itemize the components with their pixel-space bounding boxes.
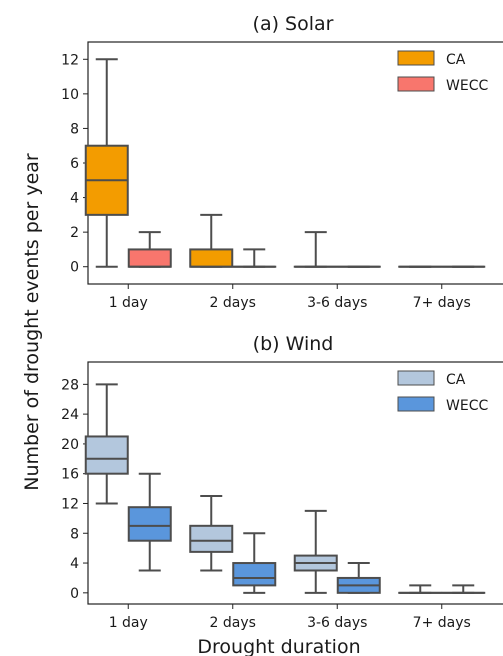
x-tick-label-2-days: 2 days xyxy=(210,295,256,311)
box-body xyxy=(127,506,172,542)
y-tick-label: 8 xyxy=(70,526,79,542)
shared-y-axis-label: Number of drought events per year xyxy=(21,153,43,491)
box-body xyxy=(127,248,172,268)
y-tick-label: 12 xyxy=(61,496,79,512)
box-wecc-2-days xyxy=(232,532,277,594)
box-ca-2-days xyxy=(189,495,234,572)
panel-solar: (a) Solar 0 2 4 6 8 10 12 1 day 2 days 3-6 days 7+ … xyxy=(61,13,503,311)
y-tick-label: 0 xyxy=(70,260,79,276)
box-body xyxy=(189,524,234,553)
x-tick-label-7-days: 7+ days xyxy=(413,295,471,311)
box-body xyxy=(189,248,234,268)
x-tick-label-1-day: 1 day xyxy=(109,615,148,631)
y-tick-label: 20 xyxy=(61,437,79,453)
box-wecc-3-6-days xyxy=(336,562,381,594)
y-tick-label: 6 xyxy=(70,156,79,172)
panel-title: (a) Solar xyxy=(253,13,334,35)
y-tick-label: 16 xyxy=(61,467,79,483)
y-tick-label: 8 xyxy=(70,121,79,137)
x-tick-label-1-day: 1 day xyxy=(109,295,148,311)
box-wecc-1-day xyxy=(127,231,172,268)
box-body xyxy=(232,562,277,587)
legend-label-ca: CA xyxy=(446,52,466,68)
x-tick-label-3-6-days: 3-6 days xyxy=(307,295,367,311)
y-tick-label: 24 xyxy=(61,407,79,423)
x-tick-label-7-days: 7+ days xyxy=(413,615,471,631)
legend-swatch-wecc xyxy=(397,396,435,412)
box-ca-1-day xyxy=(84,383,129,505)
legend-label-wecc: WECC xyxy=(446,78,488,94)
legend-label-ca: CA xyxy=(446,372,466,388)
box-ca-7-days xyxy=(398,584,443,594)
y-tick-label: 4 xyxy=(70,556,79,572)
legend-swatch-ca xyxy=(397,370,435,386)
y-tick-label: 12 xyxy=(61,52,79,68)
panel-wind: (b) Wind 0 4 8 12 16 20 24 28 1 day 2 days 3-6 days… xyxy=(61,333,503,656)
legend-swatch-ca xyxy=(397,50,435,66)
plot-frame xyxy=(87,361,503,605)
box-wecc-7-days xyxy=(441,584,486,594)
y-tick-label: 4 xyxy=(70,191,79,207)
x-tick-label-2-days: 2 days xyxy=(210,615,256,631)
legend-label-wecc: WECC xyxy=(446,398,488,414)
x-tick-label-3-6-days: 3-6 days xyxy=(307,615,367,631)
legend-swatch-wecc xyxy=(397,76,435,92)
box-wecc-1-day xyxy=(127,472,172,572)
x-axis-label: Drought duration xyxy=(197,636,360,656)
y-tick-label: 28 xyxy=(61,377,79,393)
box-ca-2-days xyxy=(189,213,234,268)
panel-title: (b) Wind xyxy=(253,333,334,355)
box-ca-1-day xyxy=(84,58,129,268)
y-tick-label: 10 xyxy=(61,87,79,103)
box-ca-3-6-days xyxy=(293,231,338,268)
box-ca-3-6-days xyxy=(293,509,338,594)
box-wecc-2-days xyxy=(232,248,277,268)
box-body xyxy=(84,435,129,475)
y-tick-label: 0 xyxy=(70,586,79,602)
y-tick-label: 2 xyxy=(70,225,79,241)
